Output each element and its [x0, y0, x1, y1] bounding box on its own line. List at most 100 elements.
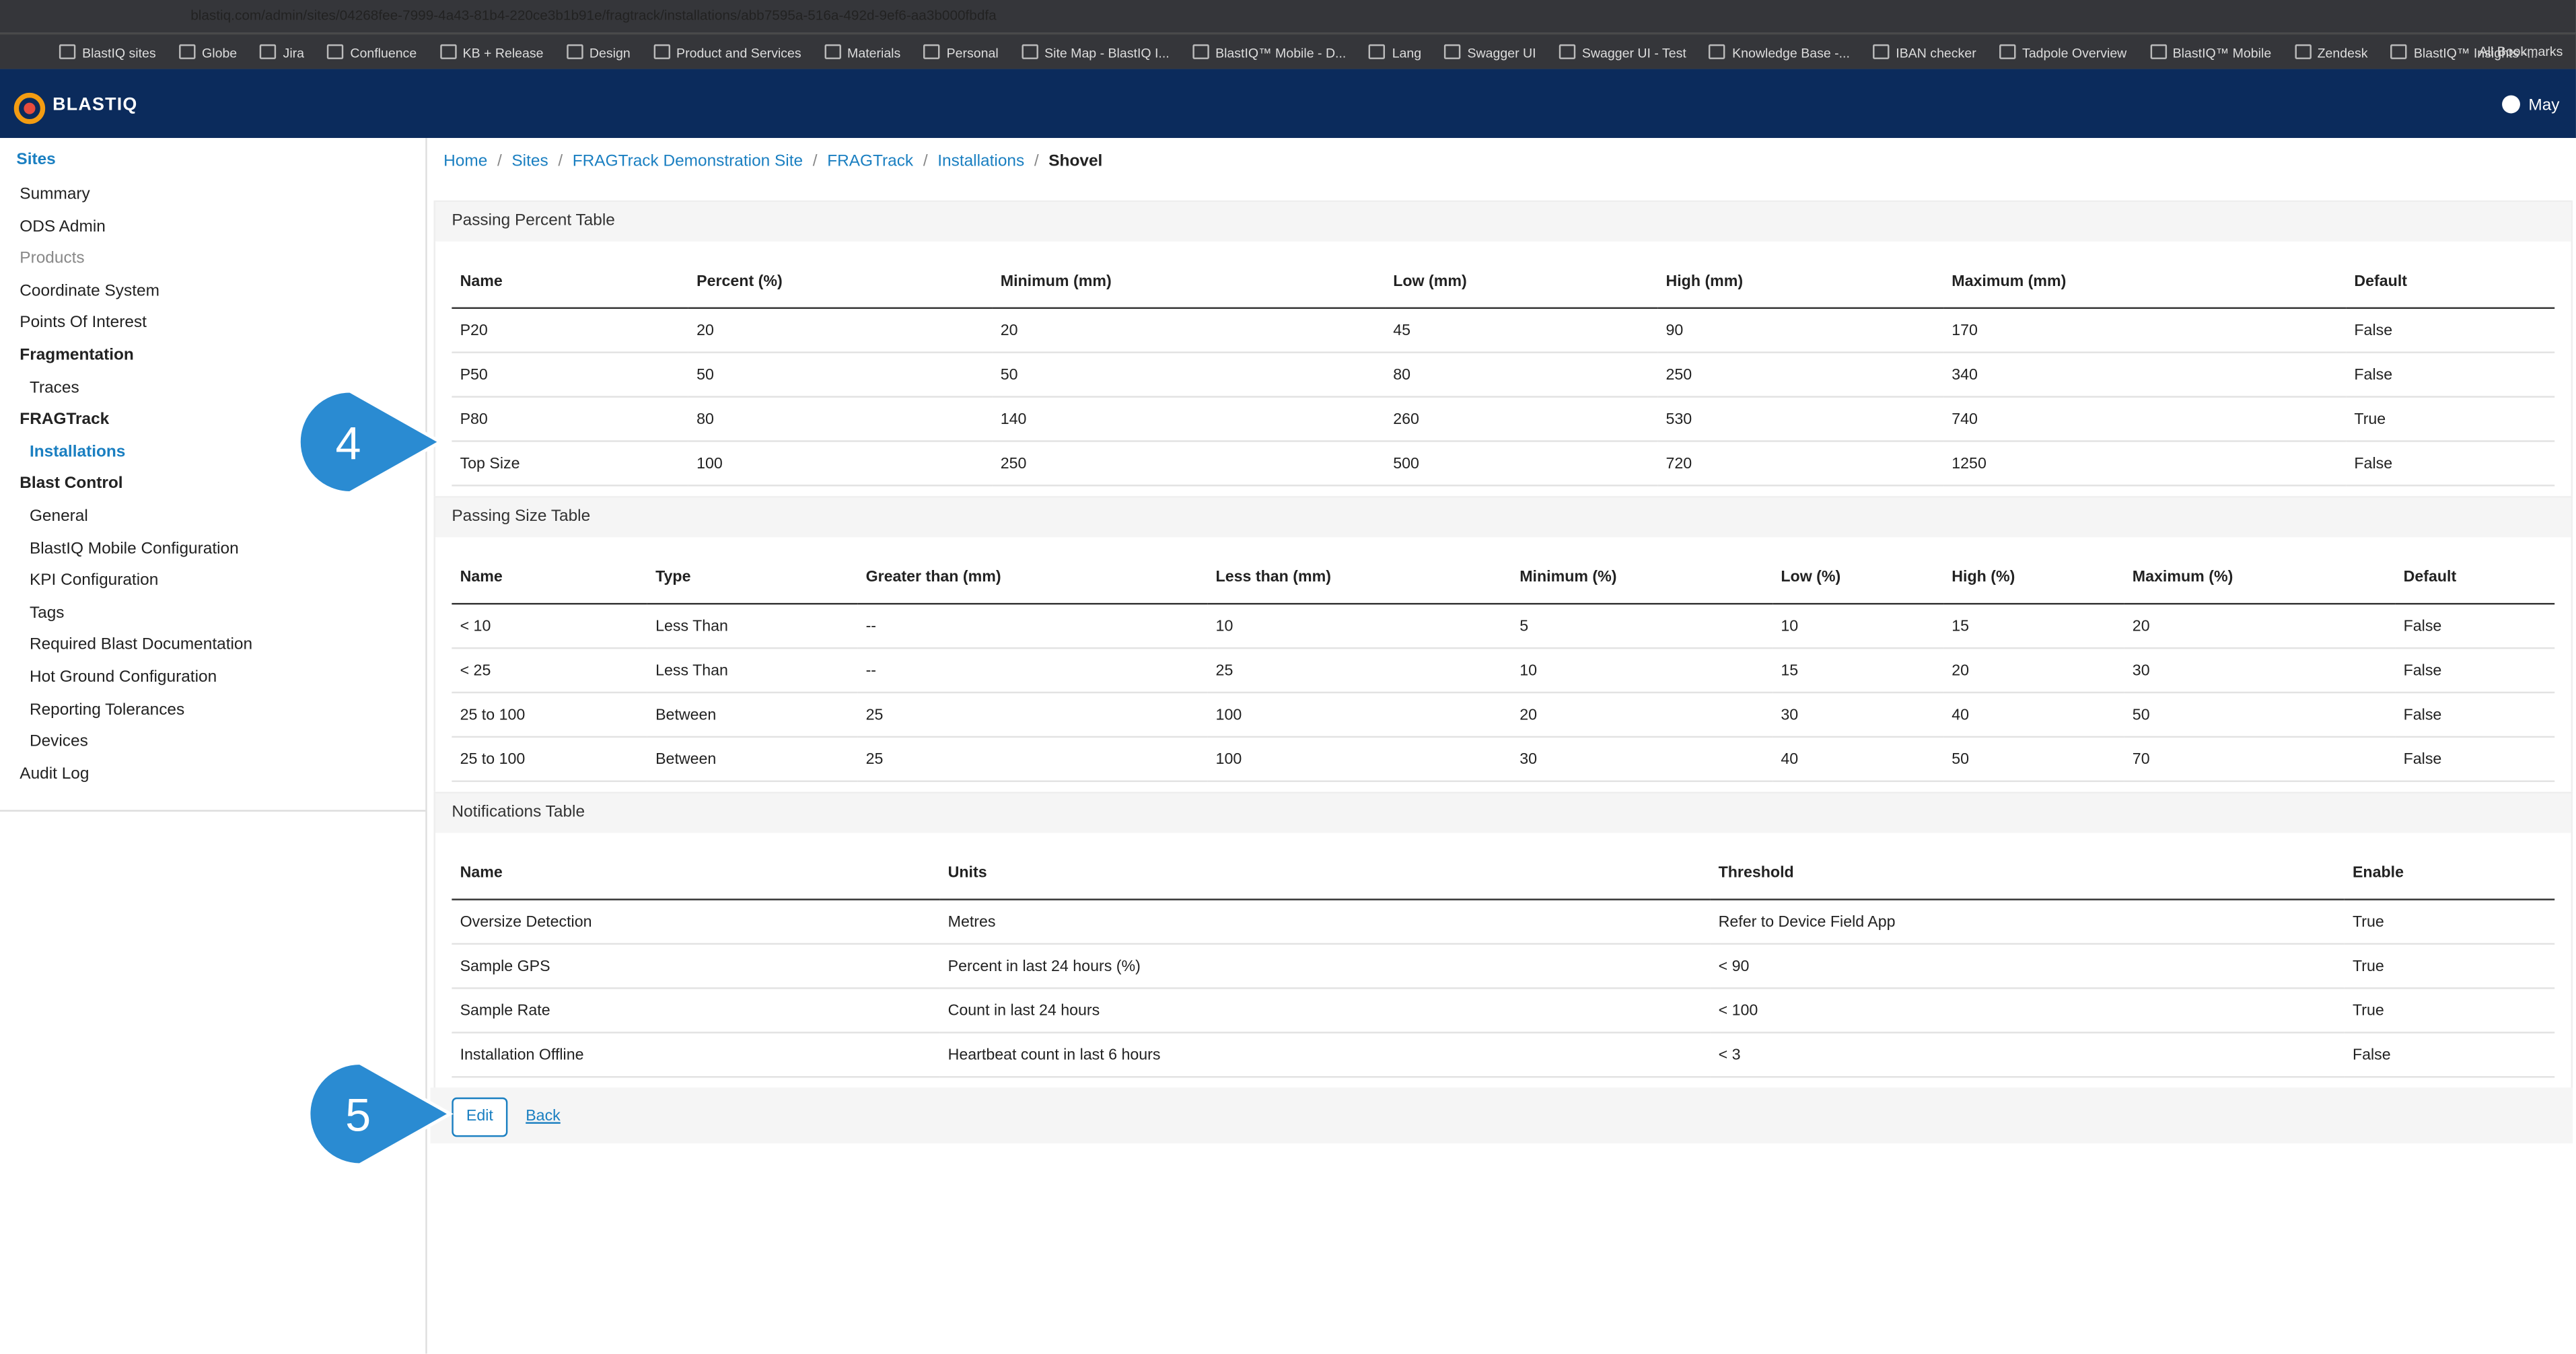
- cell: 50: [688, 352, 993, 398]
- bookmark[interactable]: Zendesk: [2294, 44, 2368, 60]
- table-body: Oversize Detection Metres Refer to Device …: [452, 899, 2555, 1078]
- nav-subitem[interactable]: Hot Ground Configuration: [29, 668, 217, 687]
- nav-subitem[interactable]: Required Blast Documentation: [29, 636, 253, 655]
- callout: 4: [297, 389, 444, 495]
- nav-subitem[interactable]: Installations: [29, 443, 126, 462]
- cell: 20: [1943, 648, 2124, 694]
- cell: 25 to 100: [452, 692, 647, 738]
- nav-subitem[interactable]: Devices: [29, 733, 88, 752]
- bookmark[interactable]: IBAN checker: [1873, 44, 1976, 60]
- bookmark[interactable]: Swagger UI - Test: [1559, 44, 1686, 60]
- nav-item[interactable]: Fragmentation: [20, 347, 134, 365]
- nav-subitem[interactable]: Reporting Tolerances: [29, 701, 185, 719]
- bookmark[interactable]: Personal: [923, 44, 999, 60]
- breadcrumb: Home / Sites / FRAGTrack Demonstration Site /…: [443, 153, 1102, 171]
- cell: 500: [1385, 441, 1658, 487]
- cell: False: [2395, 604, 2555, 649]
- cell: Refer to Device Field App: [1710, 899, 2345, 945]
- bookmark[interactable]: Design: [567, 44, 631, 60]
- cell: 40: [1943, 692, 2124, 738]
- nav-item[interactable]: Blast Control: [20, 475, 123, 494]
- bookmarks-bar: BlastIQ sites Globe Jira Confluence KB + Rel…: [0, 32, 2576, 69]
- callout: 5: [307, 1061, 454, 1167]
- cell: Sample GPS: [452, 943, 940, 989]
- bookmark[interactable]: Tadpole Overview: [1999, 44, 2126, 60]
- cell: 25: [857, 692, 1208, 738]
- separator: /: [923, 153, 928, 171]
- table-row: 25 to 100 Between 25 100 20 30 40 50 False: [452, 692, 2555, 738]
- breadcrumb-item[interactable]: FRAGTrack Demonstration Site: [572, 153, 803, 171]
- column-header: Greater than (mm): [857, 550, 1208, 605]
- bookmark[interactable]: Confluence: [327, 44, 417, 60]
- bookmark[interactable]: Site Map - BlastIQ I...: [1022, 44, 1170, 60]
- breadcrumb-item[interactable]: Sites: [511, 153, 548, 171]
- bookmark[interactable]: BlastIQ™ Insights -...: [2391, 44, 2538, 60]
- all-bookmarks[interactable]: All Bookmarks: [2478, 44, 2563, 59]
- edit-button[interactable]: Edit: [452, 1097, 508, 1137]
- sidebar-divider: [0, 810, 426, 812]
- sidebar-title[interactable]: Sites: [16, 151, 56, 170]
- breadcrumb-item[interactable]: FRAGTrack: [827, 153, 914, 171]
- nav-item[interactable]: Points Of Interest: [20, 314, 147, 333]
- app-header: [0, 69, 2576, 139]
- cell: Oversize Detection: [452, 899, 940, 945]
- cell: 100: [1207, 692, 1511, 738]
- table-row: P80 80 140 260 530 740 True: [452, 396, 2555, 442]
- bookmark[interactable]: KB + Release: [439, 44, 544, 60]
- url[interactable]: blastiq.com/admin/sites/04268fee-7999-4a…: [190, 6, 997, 24]
- bookmark[interactable]: BlastIQ sites: [59, 44, 156, 60]
- bookmark[interactable]: Globe: [179, 44, 237, 60]
- nav-item[interactable]: ODS Admin: [20, 217, 106, 236]
- nav-subitem[interactable]: Tags: [29, 604, 65, 622]
- data-table: Name Units Threshold Enable Oversize Detecti…: [452, 846, 2555, 1078]
- bookmark[interactable]: Product and Services: [653, 44, 801, 60]
- cell: Between: [647, 692, 858, 738]
- bookmark[interactable]: BlastIQ™ Mobile: [2149, 44, 2272, 60]
- nav-item[interactable]: FRAGTrack: [20, 411, 110, 429]
- logo[interactable]: BLASTIQ: [52, 95, 138, 115]
- nav-subitem[interactable]: General: [29, 507, 88, 526]
- user-menu[interactable]: May: [2502, 95, 2560, 115]
- cell: Sample Rate: [452, 988, 940, 1034]
- cell: < 3: [1710, 1032, 2345, 1078]
- cell: 30: [1773, 692, 1944, 738]
- cell: P20: [452, 308, 688, 353]
- nav-subitem[interactable]: Traces: [29, 378, 79, 397]
- table-row: Sample Rate Count in last 24 hours < 100 Tr…: [452, 988, 2555, 1034]
- cell: --: [857, 648, 1208, 694]
- column-header: Type: [647, 550, 858, 605]
- cell: 260: [1385, 396, 1658, 442]
- breadcrumb-item[interactable]: Installations: [937, 153, 1025, 171]
- nav-item[interactable]: Audit Log: [20, 765, 90, 784]
- back-link[interactable]: Back: [526, 1107, 561, 1126]
- bookmark[interactable]: Swagger UI: [1444, 44, 1536, 60]
- table-body: P20 20 20 45 90 170 False P50 50 50 80 250 340 False P…: [452, 308, 2555, 487]
- separator: /: [812, 153, 818, 171]
- nav-item[interactable]: Summary: [20, 185, 90, 204]
- cell: Percent in last 24 hours (%): [939, 943, 1711, 989]
- cell: 50: [992, 352, 1386, 398]
- column-header: Less than (mm): [1207, 550, 1511, 605]
- separator: /: [1034, 153, 1039, 171]
- cell: 30: [2124, 648, 2396, 694]
- table-row: Oversize Detection Metres Refer to Device …: [452, 899, 2555, 945]
- cell: True: [2344, 988, 2555, 1034]
- bookmark[interactable]: Knowledge Base -...: [1709, 44, 1850, 60]
- cell: 80: [1385, 352, 1658, 398]
- logo-icon: [13, 92, 46, 124]
- cell: Less Than: [647, 604, 858, 649]
- separator: /: [497, 153, 502, 171]
- nav-item[interactable]: Products: [20, 250, 85, 269]
- column-header: Default: [2346, 254, 2555, 309]
- nav-item[interactable]: Coordinate System: [20, 282, 159, 301]
- nav-subitem[interactable]: KPI Configuration: [29, 572, 159, 590]
- cell: 25: [857, 736, 1208, 783]
- bookmark[interactable]: Lang: [1369, 44, 1421, 60]
- bookmark[interactable]: Jira: [260, 44, 304, 60]
- breadcrumb-item[interactable]: Home: [443, 153, 488, 171]
- bookmark[interactable]: BlastIQ™ Mobile - D...: [1192, 44, 1346, 60]
- bookmark[interactable]: Materials: [824, 44, 900, 60]
- callout-number: 5: [345, 1090, 371, 1141]
- cell: 250: [992, 441, 1386, 487]
- nav-subitem[interactable]: BlastIQ Mobile Configuration: [29, 540, 239, 559]
